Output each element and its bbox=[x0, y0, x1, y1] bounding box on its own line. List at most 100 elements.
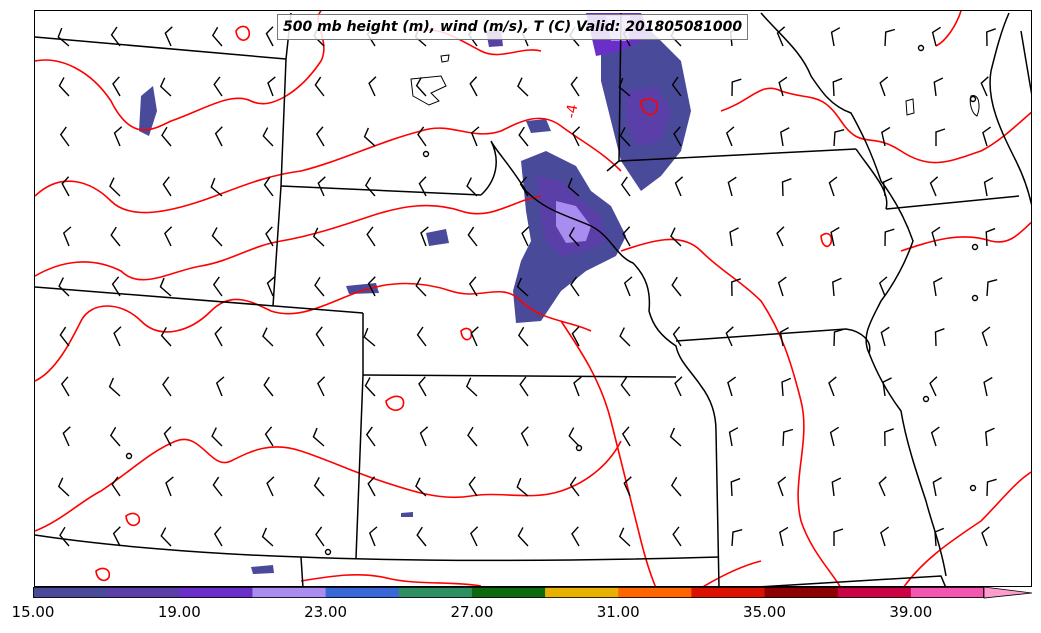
wind-barb bbox=[262, 327, 274, 347]
wind-barb bbox=[210, 177, 223, 197]
wind-barb bbox=[365, 426, 376, 447]
state-boundaries bbox=[35, 12, 1031, 586]
wind-barb bbox=[782, 428, 794, 447]
colorbar-extend-arrow bbox=[983, 587, 1033, 599]
wind-barb bbox=[317, 176, 326, 197]
wind-barb bbox=[266, 276, 276, 297]
colorbar-segment bbox=[618, 587, 692, 598]
wind-barb bbox=[569, 476, 580, 497]
wind-barb bbox=[568, 427, 580, 447]
wind-barb bbox=[520, 426, 529, 447]
wind-barb bbox=[881, 126, 891, 147]
colorbar-segment bbox=[252, 587, 327, 598]
wind-barb bbox=[468, 276, 478, 297]
wind-barb bbox=[469, 76, 478, 97]
wind-barb bbox=[828, 376, 837, 397]
wind-barb bbox=[571, 326, 580, 347]
wind-barb bbox=[731, 78, 742, 97]
wind-barb bbox=[313, 476, 325, 497]
wind-barb bbox=[418, 376, 427, 397]
wind-barb bbox=[62, 426, 71, 447]
wind-barb bbox=[728, 427, 739, 447]
wind-barb bbox=[776, 26, 786, 47]
wind-barb bbox=[932, 476, 942, 497]
wind-barb bbox=[516, 477, 529, 497]
colorbar-segment bbox=[106, 587, 180, 598]
wind-barb bbox=[518, 126, 529, 147]
wind-barb bbox=[60, 376, 70, 397]
wind-barb bbox=[110, 26, 121, 47]
wind-barb bbox=[981, 526, 990, 547]
wind-barb bbox=[571, 526, 580, 547]
wind-barb bbox=[517, 326, 529, 347]
wind-barb bbox=[418, 176, 427, 197]
wind-barb bbox=[931, 26, 941, 47]
colorbar-tick-label: 19.00 bbox=[157, 603, 201, 621]
colorbar-tick-label: 27.00 bbox=[450, 603, 494, 621]
wind-barb bbox=[516, 277, 529, 297]
map-title: 500 mb height (m), wind (m/s), T (C) Val… bbox=[277, 14, 749, 40]
wind-barb bbox=[262, 127, 274, 147]
wind-barb bbox=[672, 526, 682, 547]
wind-barb bbox=[108, 377, 121, 397]
wind-barb bbox=[113, 326, 122, 347]
wind-barb bbox=[570, 276, 580, 297]
colorbar-segment bbox=[33, 587, 107, 598]
colorbar-segment bbox=[545, 587, 619, 598]
colorbar-tick-label: 39.00 bbox=[889, 603, 933, 621]
wind-barb bbox=[367, 276, 376, 297]
wind-barb bbox=[519, 176, 529, 197]
wind-barb bbox=[109, 426, 121, 447]
wind-barb bbox=[884, 28, 896, 47]
wind-barb bbox=[111, 276, 121, 297]
wind-barb bbox=[727, 376, 737, 397]
wind-barb bbox=[112, 76, 121, 97]
wind-barb bbox=[470, 126, 480, 147]
wind-barb bbox=[162, 376, 172, 397]
wind-barbs bbox=[57, 26, 998, 547]
wind-barb bbox=[730, 477, 741, 497]
wind-barb bbox=[214, 326, 223, 347]
wind-barb bbox=[620, 376, 631, 397]
colorbar-segment bbox=[179, 587, 253, 598]
wind-barb bbox=[315, 526, 325, 547]
wind-barb bbox=[831, 477, 842, 497]
wind-barb bbox=[113, 126, 123, 147]
wind-barb bbox=[416, 526, 427, 547]
wind-barb bbox=[159, 277, 172, 297]
wind-barb bbox=[934, 328, 945, 347]
wind-barb bbox=[830, 27, 841, 47]
wind-barb bbox=[57, 27, 70, 47]
wind-barb bbox=[880, 326, 890, 347]
wind-barb bbox=[671, 76, 682, 97]
colorbar-tick-label: 35.00 bbox=[743, 603, 787, 621]
wind-barb bbox=[415, 277, 427, 297]
wind-barb bbox=[884, 228, 895, 247]
colorbar-segment bbox=[471, 587, 546, 598]
wind-barb bbox=[882, 177, 893, 197]
wind-barb bbox=[832, 77, 843, 97]
wind-barb bbox=[368, 76, 377, 97]
wind-barb bbox=[619, 127, 631, 147]
colorbar-segment bbox=[398, 587, 473, 598]
lakes bbox=[410, 54, 980, 117]
wind-barb bbox=[109, 177, 121, 197]
colorbar-tick-label: 23.00 bbox=[304, 603, 348, 621]
wind-barb bbox=[267, 76, 276, 97]
wind-barb bbox=[364, 176, 376, 197]
wind-barb bbox=[315, 326, 325, 347]
wind-barb bbox=[211, 26, 223, 47]
wind-barb bbox=[933, 277, 943, 297]
wind-barb bbox=[470, 526, 479, 547]
wind-barb bbox=[935, 128, 946, 146]
colorbar-segment bbox=[764, 587, 839, 598]
wind-barb bbox=[57, 477, 70, 497]
wind-barb bbox=[415, 477, 427, 497]
wind-barb bbox=[366, 226, 376, 247]
wind-barb bbox=[62, 226, 72, 247]
wind-barb bbox=[58, 77, 70, 97]
wind-barb bbox=[213, 526, 223, 547]
wind-barb bbox=[983, 376, 993, 397]
wind-barb bbox=[776, 226, 785, 247]
wind-barb bbox=[986, 478, 997, 497]
